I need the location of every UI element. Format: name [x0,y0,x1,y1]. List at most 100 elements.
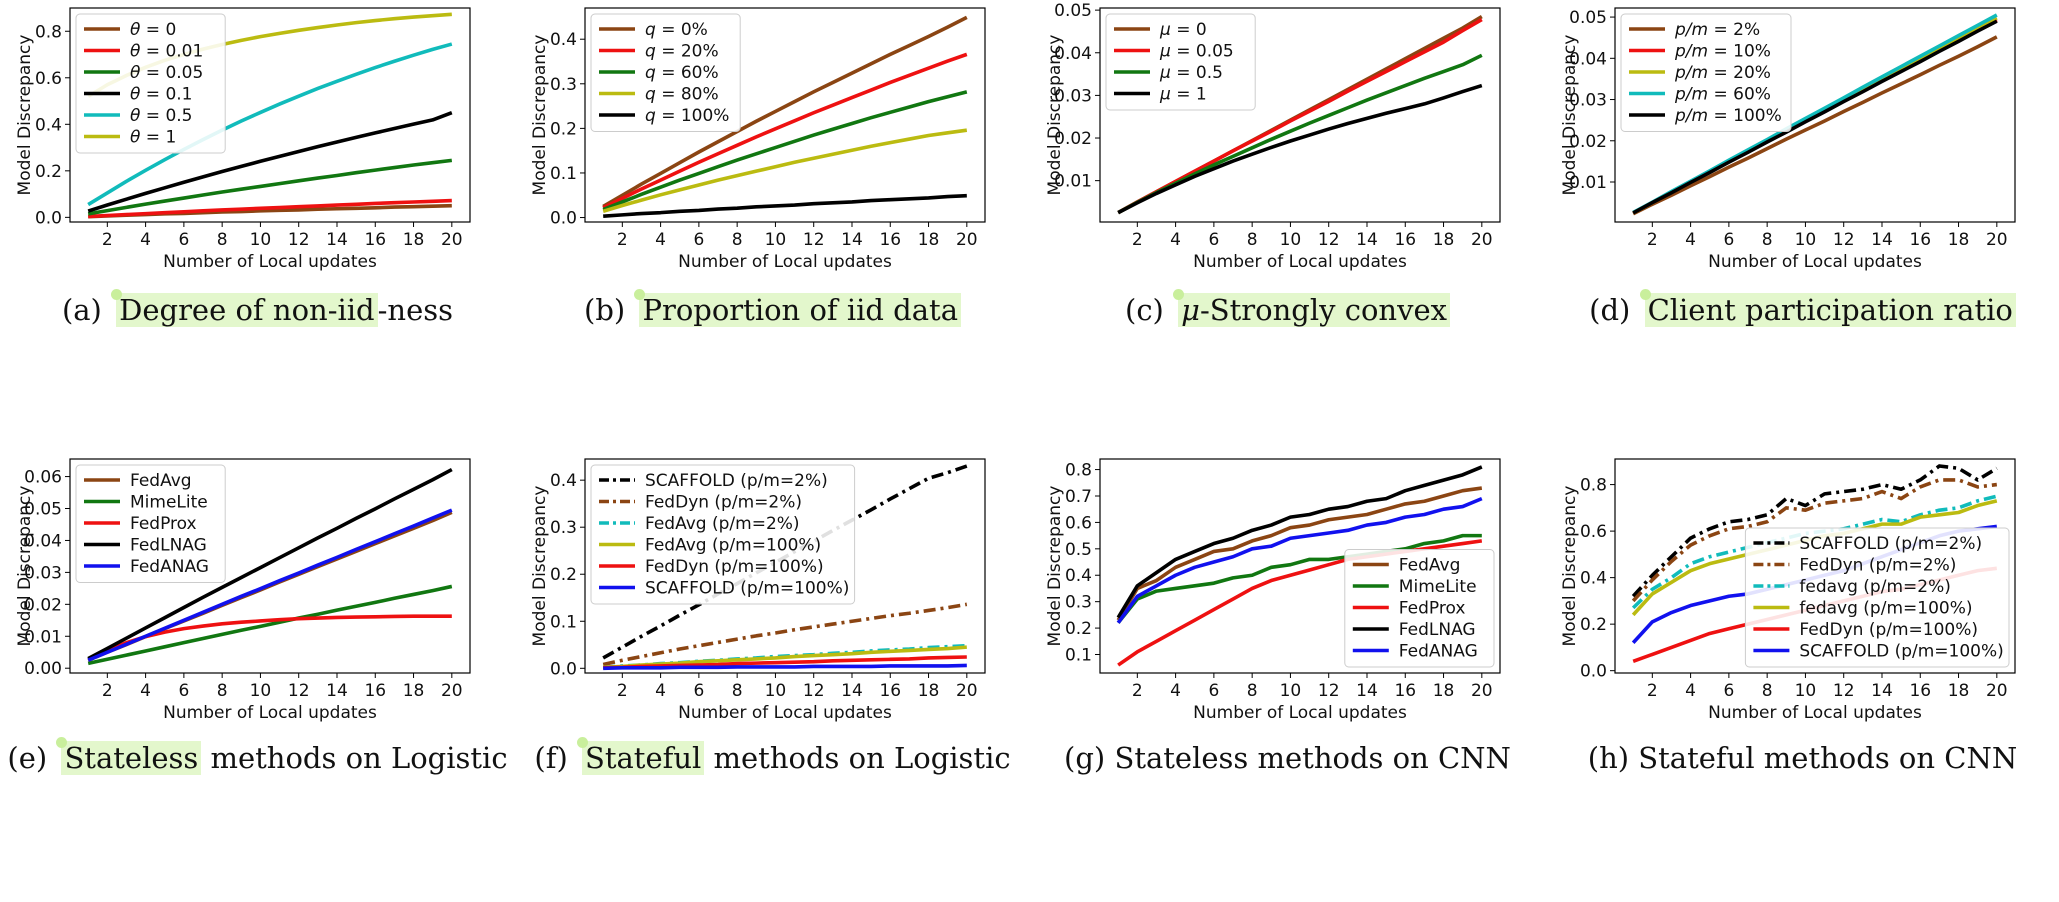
y-tick-label: 0.7 [1065,487,1092,507]
y-tick-label: 0.04 [24,531,62,551]
y-axis-label: Model Discrepancy [530,486,550,647]
caption-letter: (f) [534,741,577,775]
legend: μ = 0μ = 0.05μ = 0.5μ = 1 [1105,13,1256,111]
x-axis-label: Number of Local updates [1708,703,1922,723]
caption-letter: (e) [7,741,57,775]
series-line-3 [1117,83,1483,215]
caption-text: methods on Logistic [704,741,1011,775]
legend-label: θ = 0.01 [130,42,203,62]
x-tick-label: 20 [1471,681,1493,701]
legend-label: p/m = 60% [1674,85,1771,105]
series-line-1 [88,198,452,219]
series-line-2 [602,90,968,212]
chart-panel-h: 2 4 6 8 10 12 14 16 18 20 0.0 0.2 0.4 0.6 0.8 Number of… [1545,451,2059,902]
panel-caption: (g) Stateless methods on CNN [1030,741,1545,775]
y-tick-label: 0.4 [1580,569,1607,589]
x-tick-label: 20 [441,681,463,701]
panel-caption: (h) Stateful methods on CNN [1545,741,2059,775]
series-line-4 [87,42,453,207]
caption-highlight: Stateful [581,741,705,775]
chart-panel-d: 2 4 6 8 10 12 14 16 18 20 0.01 0.02 0.03 0.04 0.05 Numb… [1545,0,2059,451]
series-line-4 [1632,19,1998,215]
y-tick-label: 0.2 [1580,615,1607,635]
highlight-marker-icon [1173,289,1185,300]
legend-label: q = 100% [645,106,729,126]
x-tick-label: 6 [1208,681,1219,701]
x-tick-label: 6 [693,681,704,701]
series-line-3 [87,110,453,213]
y-tick-label: 0.8 [1580,476,1607,496]
chart-svg: 2 4 6 8 10 12 14 16 18 20 0.0 0.2 0.4 0.6 0.8 Number of… [1560,458,2016,723]
x-tick-label: 4 [140,681,151,701]
legend-label: p/m = 10% [1674,42,1771,62]
x-tick-label: 18 [1948,681,1970,701]
y-tick-label: 0.0 [35,208,62,228]
x-axis-label: Number of Local updates [163,703,377,723]
chart-svg: 2 4 6 8 10 12 14 16 18 20 0.01 0.02 0.03 0.04 0.05 Numb… [1045,1,1501,272]
y-tick-label: 0.6 [35,69,62,89]
legend-label: fedavg (p/m=2%) [1799,577,1950,597]
legend-label: μ = 0 [1159,20,1207,40]
x-tick-label: 18 [1433,230,1455,250]
legend-label: q = 20% [645,42,719,62]
x-tick-label: 18 [1948,230,1970,250]
caption-letter: (a) [61,293,112,327]
x-axis-label: Number of Local updates [678,703,892,723]
x-tick-label: 12 [803,681,825,701]
x-tick-label: 10 [250,681,272,701]
legend-label: FedAvg (p/m=100%) [645,536,821,556]
series-line-3 [87,467,453,661]
chart-panel-c: 2 4 6 8 10 12 14 16 18 20 0.01 0.02 0.03 0.04 0.05 Numb… [1030,0,1545,451]
caption-highlight: μ-Strongly convex [1178,293,1450,327]
y-tick-label: 0.04 [1569,49,1607,69]
legend-label: θ = 0.1 [130,85,193,105]
legend: SCAFFOLD (p/m=2%)FedDyn (p/m=2%)fedavg (… [1744,527,2010,668]
caption-text: methods on Logistic [201,741,508,775]
legend-label: SCAFFOLD (p/m=2%) [1799,534,1982,554]
legend: SCAFFOLD (p/m=2%)FedDyn (p/m=2%)FedAvg (… [590,464,856,605]
legend-label: FedLNAG [1399,620,1476,640]
x-tick-label: 12 [288,230,310,250]
x-tick-label: 8 [732,681,743,701]
chart-panel-e: 2 4 6 8 10 12 14 16 18 20 0.00 0.01 0.02 0.03 0.04 0.05… [0,451,515,902]
y-tick-label: 0.4 [550,30,577,50]
chart-svg: 2 4 6 8 10 12 14 16 18 20 0.0 0.1 0.2 0.3 0.4 Number of… [530,458,986,723]
legend-label: θ = 0 [130,20,176,40]
x-tick-label: 12 [288,681,310,701]
panel-caption: (b) Proportion of iid data [515,289,1030,327]
plot-frame [1614,458,2016,674]
x-axis-label: Number of Local updates [1193,703,1407,723]
y-tick-label: 0.2 [1065,619,1092,639]
x-axis-label: Number of Local updates [1193,252,1407,272]
plot-frame [1614,7,2016,223]
chart-panel-f: 2 4 6 8 10 12 14 16 18 20 0.0 0.1 0.2 0.3 0.4 Number of… [515,451,1030,902]
y-axis-label: Model Discrepancy [1560,486,1580,647]
x-tick-label: 20 [1471,230,1493,250]
x-tick-label: 4 [140,230,151,250]
y-tick-label: 0.01 [1054,172,1092,192]
legend-label: q = 0% [645,20,708,40]
y-tick-label: 0.03 [24,563,62,583]
y-tick-label: 0.06 [24,468,62,488]
caption-highlight: Proportion of iid data [639,293,961,327]
y-tick-label: 0.1 [550,612,577,632]
caption-highlight: Client participation ratio [1644,293,2016,327]
y-tick-label: 0.0 [550,659,577,679]
legend-label: FedDyn (p/m=100%) [645,557,824,577]
series-line-0 [1116,486,1483,622]
y-tick-label: 0.3 [1065,593,1092,613]
chart-svg: 2 4 6 8 10 12 14 16 18 20 0.0 0.1 0.2 0.3 0.4 Number of… [530,7,986,272]
y-axis-label: Model Discrepancy [1045,35,1065,196]
chart-panel-g: 2 4 6 8 10 12 14 16 18 20 0.1 0.2 0.3 0.4 0.5 0.6 0.7 0.8… [1030,451,1545,902]
legend-label: θ = 0.05 [130,63,203,83]
series-line-4 [603,193,967,218]
series-line-5 [603,663,967,671]
series-line-1 [1116,533,1482,624]
chart-svg: 2 4 6 8 10 12 14 16 18 20 0.0 0.2 0.4 0.6 0.8 Number of… [15,7,471,272]
x-tick-label: 16 [364,230,386,250]
x-tick-label: 20 [956,230,978,250]
legend-label: FedAvg [1399,556,1461,576]
legend-label: FedANAG [130,557,209,577]
caption-letter: (h) [1587,741,1639,775]
caption-letter: (c) [1125,293,1174,327]
